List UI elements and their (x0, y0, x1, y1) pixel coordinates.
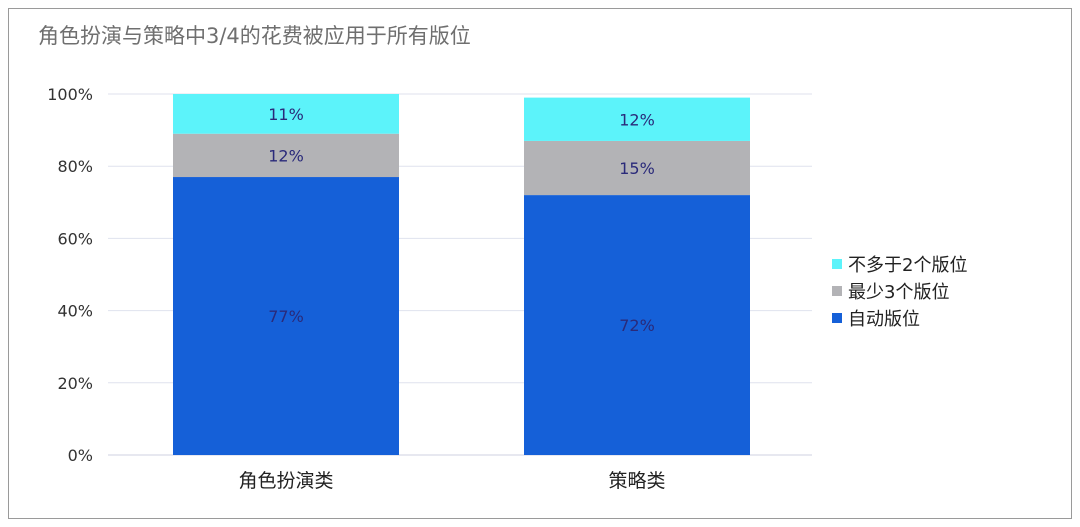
bar-1-series-1 (524, 140, 750, 196)
y-tick-label-0: 0% (68, 446, 93, 465)
legend-swatch-auto (832, 312, 842, 323)
data-label-0-1: 12% (268, 146, 304, 165)
data-label-0-2: 11% (268, 105, 304, 124)
y-tick-label-4: 80% (57, 157, 93, 176)
data-label-1-2: 12% (619, 110, 655, 129)
bar-0-series-1 (173, 133, 399, 178)
y-tick-label-5: 100% (47, 85, 93, 104)
bar-0-series-2 (173, 94, 399, 134)
legend-item-auto: 自动版位 (832, 304, 967, 331)
legend-label-auto: 自动版位 (848, 308, 920, 330)
legend-item-min3: 最少3个版位 (832, 277, 967, 304)
bar-0-series-0 (173, 177, 399, 455)
legend-swatch-max2 (832, 258, 842, 269)
data-label-1-1: 15% (619, 159, 655, 178)
bar-1-series-2 (524, 97, 750, 141)
data-label-1-0: 72% (619, 316, 655, 335)
legend: 不多于2个版位 最少3个版位 自动版位 (832, 250, 967, 331)
y-tick-label-2: 40% (57, 302, 93, 321)
bar-1-series-0 (524, 195, 750, 455)
data-label-0-0: 77% (268, 307, 304, 326)
chart-title: 角色扮演与策略中3/4的花费被应用于所有版位 (38, 24, 471, 48)
y-tick-label-3: 60% (57, 229, 93, 248)
x-category-label-0: 角色扮演类 (238, 470, 333, 492)
legend-label-max2: 不多于2个版位 (848, 254, 968, 276)
legend-label-min3: 最少3个版位 (848, 281, 950, 303)
y-tick-label-1: 20% (57, 374, 93, 393)
x-category-label-1: 策略类 (608, 470, 665, 492)
legend-swatch-min3 (832, 285, 842, 296)
legend-item-max2: 不多于2个版位 (832, 250, 967, 277)
